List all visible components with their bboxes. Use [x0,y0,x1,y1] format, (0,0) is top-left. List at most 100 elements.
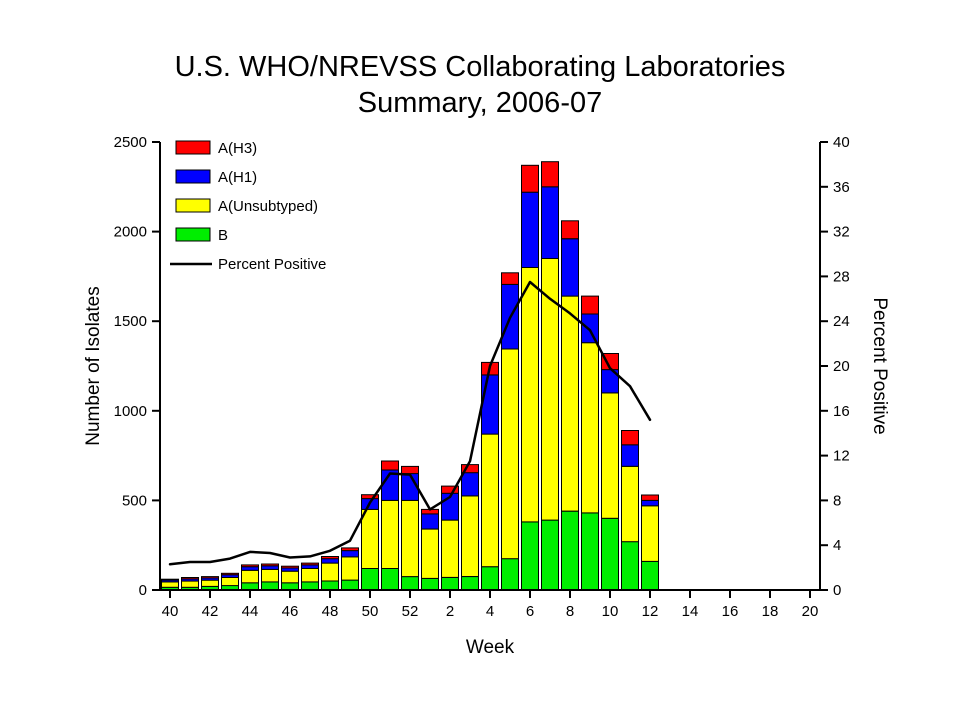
y-right-tick-label: 4 [833,537,841,554]
bar-segment-A(Unsubtyped) [181,580,199,588]
x-tick-label: 8 [566,603,574,620]
percent-positive-line [168,280,652,566]
y-right-axis-label: Percent Positive [869,297,890,434]
bar-segment-A(H3) [221,572,239,576]
y-right-tick-label: 12 [833,448,850,465]
bar-segment-A(H3) [381,460,399,471]
bar-segment-A(Unsubtyped) [301,568,319,583]
bar-segment-A(Unsubtyped) [221,577,239,587]
bar-segment-A(Unsubtyped) [641,505,659,562]
bar-segment-A(H1) [261,565,279,570]
chart-title-line1: U.S. WHO/NREVSS Collaborating Laboratori… [175,51,786,83]
bar-segment-A(H3) [321,556,339,560]
bar-segment-B [261,581,279,591]
bar-segment-A(H1) [621,444,639,467]
bar-segment-A(H3) [161,578,179,581]
bar-segment-A(H3) [501,272,519,285]
bar-segment-A(H3) [341,547,359,552]
bar-segment-A(Unsubtyped) [321,562,339,582]
bar-segment-A(H1) [221,574,239,578]
y-right-tick-label: 20 [833,358,850,375]
bar-segment-A(H3) [261,563,279,567]
bar-segment-A(H3) [541,161,559,188]
x-tick-label: 42 [202,603,219,620]
bar-segment-A(H1) [301,564,319,570]
bar-segment-A(H1) [461,472,479,497]
plot-area: 0500100015002000250004812162024283236404… [114,134,850,620]
x-tick-label: 16 [722,603,739,620]
bar-segment-A(H3) [361,494,379,500]
bar-segment-B [381,568,399,591]
x-tick-label: 52 [402,603,419,620]
bar-segment-B [481,566,499,591]
bar-segment-B [541,519,559,591]
bar-segment-A(H3) [281,565,299,569]
y-left-tick-label: 2500 [114,134,147,151]
y-right-tick-label: 40 [833,134,850,151]
bar-segment-B [321,580,339,591]
bar-segment-A(Unsubtyped) [481,433,499,568]
bar-segment-A(H3) [641,494,659,501]
bar-segment-A(H3) [241,564,259,568]
bar-segment-A(H1) [561,238,579,297]
bar-segment-A(Unsubtyped) [441,519,459,578]
bar-segment-A(H3) [441,485,459,494]
bar-segment-A(Unsubtyped) [401,499,419,578]
y-right-tick-label: 16 [833,403,850,420]
y-left-tick-label: 2000 [114,224,147,241]
bar-segment-A(Unsubtyped) [161,581,179,588]
x-tick-label: 20 [802,603,819,620]
legend-swatch-A(H3) [175,140,211,155]
bar-segment-B [241,582,259,591]
legend-label: A(H3) [218,140,257,157]
x-tick-label: 44 [242,603,259,620]
legend-swatch-B [175,227,211,242]
bar-segment-B [361,568,379,591]
x-tick-label: 46 [282,603,299,620]
x-tick-label: 6 [526,603,534,620]
y-left-tick-label: 500 [122,492,147,509]
bar-segment-A(H1) [481,374,499,435]
y-right-tick-label: 36 [833,179,850,196]
bar-segment-B [581,512,599,591]
bar-segment-B [301,581,319,591]
bar-segment-A(H3) [301,562,319,566]
x-tick-label: 12 [642,603,659,620]
bar-segment-B [441,577,459,591]
x-tick-label: 4 [486,603,494,620]
x-tick-label: 48 [322,603,339,620]
bar-segment-A(Unsubtyped) [601,392,619,519]
bar-segment-A(Unsubtyped) [341,556,359,581]
bar-segment-A(H1) [341,550,359,558]
x-tick-label: 50 [362,603,379,620]
bar-segment-A(H1) [421,513,439,530]
y-right-tick-label: 28 [833,268,850,285]
bar-segment-B [641,560,659,591]
y-left-tick-label: 1000 [114,403,147,420]
bar-segment-B [521,521,539,591]
bar-segment-A(Unsubtyped) [421,528,439,579]
bar-segment-A(Unsubtyped) [381,499,399,569]
bar-segment-A(Unsubtyped) [621,465,639,543]
bar-segment-A(H1) [521,191,539,268]
legend-swatch-A(H1) [175,169,211,184]
bar-segment-A(Unsubtyped) [561,295,579,512]
bar-segment-B [341,579,359,591]
bar-segment-A(Unsubtyped) [241,569,259,584]
bar-segment-A(H3) [521,164,539,193]
bar-segment-A(Unsubtyped) [501,348,519,560]
bar-segment-B [561,510,579,591]
x-tick-label: 14 [682,603,699,620]
x-tick-label: 2 [446,603,454,620]
bar-segment-B [621,541,639,591]
bar-segment-B [601,517,619,591]
bar-segment-A(Unsubtyped) [521,266,539,523]
bar-segment-A(H1) [581,313,599,344]
x-axis-label: Week [466,637,515,658]
y-left-axis-label: Number of Isolates [83,286,104,445]
x-tick-label: 18 [762,603,779,620]
y-right-tick-label: 8 [833,492,841,509]
bar-segment-B [501,558,519,591]
bar-segment-A(H1) [541,186,559,259]
